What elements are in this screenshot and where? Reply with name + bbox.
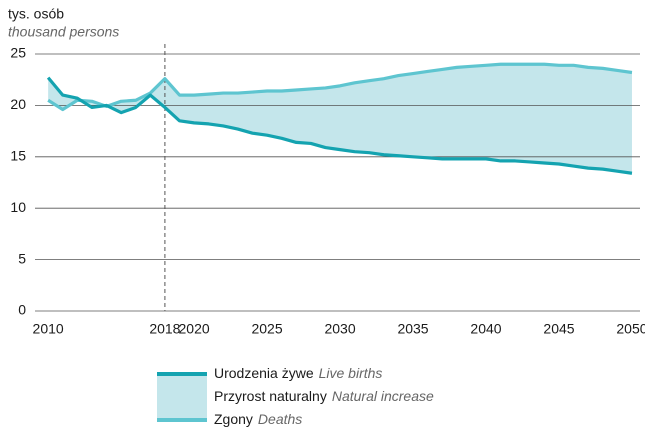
legend-entry: Urodzenia żywe Live births [214, 365, 382, 381]
legend-label-en: Live births [319, 365, 383, 381]
legend-label: Urodzenia żywe [214, 365, 314, 381]
y-axis-label: tys. osób [8, 6, 64, 22]
y-tick-label: 5 [18, 250, 26, 266]
x-tick-label: 2025 [251, 321, 282, 337]
x-tick-label: 2040 [470, 321, 501, 337]
series-line [47, 62, 633, 112]
x-tick-label: 2030 [324, 321, 355, 337]
x-tick-label: 2018 [149, 321, 180, 337]
x-tick-label: 2050 [616, 321, 645, 337]
x-tick-label: 2020 [179, 321, 210, 337]
y-axis-label-en: thousand persons [8, 24, 119, 40]
legend-entry: Przyrost naturalny Natural increase [214, 388, 434, 404]
legend-label: Zgony [214, 411, 253, 427]
natural-increase-area [48, 64, 632, 174]
y-tick-label: 25 [10, 45, 26, 61]
legend-entry: Zgony Deaths [214, 411, 302, 427]
x-tick-label: 2035 [397, 321, 428, 337]
x-tick-label: 2010 [33, 321, 64, 337]
legend-area-swatch [157, 374, 207, 420]
legend-label-en: Deaths [258, 411, 302, 427]
legend-label-en: Natural increase [332, 388, 434, 404]
y-tick-label: 0 [18, 302, 26, 318]
y-tick-label: 15 [10, 148, 26, 164]
series-line [46, 76, 633, 175]
legend-label: Przyrost naturalny [214, 388, 327, 404]
y-tick-label: 10 [10, 199, 26, 215]
y-tick-label: 20 [10, 96, 26, 112]
x-tick-label: 2045 [543, 321, 574, 337]
